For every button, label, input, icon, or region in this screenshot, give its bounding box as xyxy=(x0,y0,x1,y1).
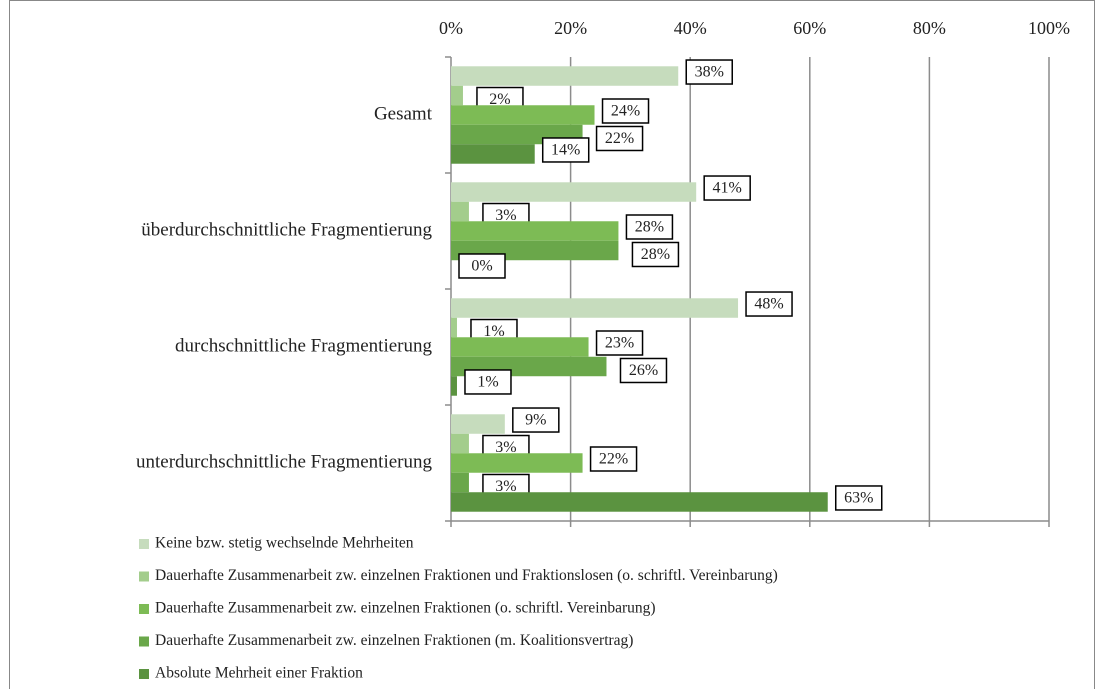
data-label: 3% xyxy=(495,207,516,224)
data-label: 3% xyxy=(495,439,516,456)
legend-label: Keine bzw. stetig wechselnde Mehrheiten xyxy=(155,535,414,552)
data-label: 23% xyxy=(605,335,634,352)
data-label-box xyxy=(745,291,793,317)
data-label-box xyxy=(464,369,512,395)
bar xyxy=(451,298,739,318)
data-label: 3% xyxy=(495,478,516,495)
data-label-box xyxy=(595,330,644,356)
data-label-box xyxy=(589,446,638,472)
legend-swatch xyxy=(139,636,149,647)
x-tick-label: 20% xyxy=(554,18,587,38)
data-label: 22% xyxy=(605,130,634,147)
legend-label: Dauerhafte Zusammenarbeit zw. einzelnen … xyxy=(155,567,778,584)
bar xyxy=(451,182,697,202)
legend-swatch xyxy=(139,539,149,549)
chart-frame xyxy=(9,0,1095,689)
data-label: 9% xyxy=(525,412,546,429)
legend-swatch xyxy=(139,669,149,679)
y-tick-label: Gesamt xyxy=(374,103,433,124)
bar xyxy=(451,201,469,222)
x-tick-label: 0% xyxy=(439,18,463,38)
x-tick-label: 40% xyxy=(674,18,707,38)
legend-label: Absolute Mehrheit einer Fraktion xyxy=(155,665,363,682)
bar xyxy=(451,337,589,357)
data-label: 41% xyxy=(713,180,742,197)
data-label: 38% xyxy=(695,64,724,81)
bar xyxy=(451,66,679,86)
data-label-box xyxy=(703,175,751,201)
data-label: 28% xyxy=(635,219,664,236)
data-label-box xyxy=(631,241,680,268)
data-label: 48% xyxy=(754,296,783,313)
legend-swatch xyxy=(139,604,149,614)
bar xyxy=(451,85,463,106)
bar xyxy=(451,376,457,396)
legend-label: Dauerhafte Zusammenarbeit zw. einzelnen … xyxy=(155,632,633,649)
x-tick-label: 80% xyxy=(913,18,946,38)
data-label-box xyxy=(685,59,733,85)
data-label: 26% xyxy=(629,362,658,379)
data-label-box xyxy=(541,137,590,163)
legend-label: Dauerhafte Zusammenarbeit zw. einzelnen … xyxy=(155,600,656,617)
data-label: 0% xyxy=(471,258,492,275)
x-tick-label: 100% xyxy=(1028,18,1070,38)
bar xyxy=(451,317,457,338)
data-label-box xyxy=(595,125,644,152)
y-tick-label: überdurchschnittliche Fragmentierung xyxy=(141,219,432,240)
bar xyxy=(451,105,595,125)
y-tick-label: unterdurchschnittliche Fragmentierung xyxy=(136,451,432,472)
data-label-box xyxy=(512,407,560,433)
data-label: 28% xyxy=(641,246,670,263)
data-label-box xyxy=(625,214,674,240)
x-tick-label: 60% xyxy=(793,18,826,38)
data-label: 63% xyxy=(844,490,873,507)
data-label-box xyxy=(619,357,668,384)
data-label: 14% xyxy=(551,142,580,159)
bar xyxy=(451,414,505,434)
bar xyxy=(451,492,828,512)
data-label-box xyxy=(834,485,883,511)
data-label-box xyxy=(601,98,650,124)
data-label: 1% xyxy=(477,374,498,391)
data-label-box xyxy=(458,253,506,279)
data-label: 2% xyxy=(489,91,510,108)
bar xyxy=(451,472,469,493)
bar xyxy=(451,453,583,473)
bar xyxy=(451,433,469,454)
bar xyxy=(451,144,535,164)
y-tick-label: durchschnittliche Fragmentierung xyxy=(175,335,432,356)
bar xyxy=(451,221,619,241)
data-label: 22% xyxy=(599,451,628,468)
legend-swatch xyxy=(139,571,149,582)
data-label: 24% xyxy=(611,103,640,120)
data-label: 1% xyxy=(483,323,504,340)
